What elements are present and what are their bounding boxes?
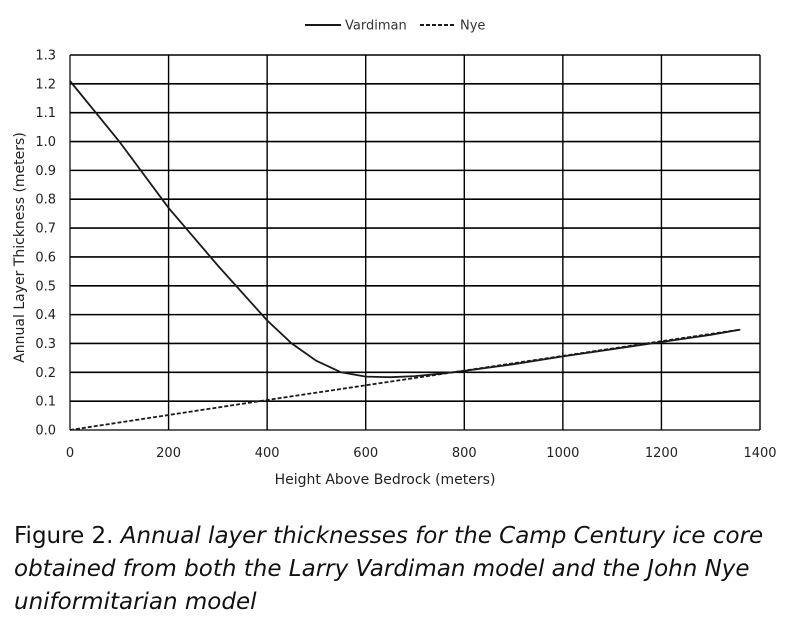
y-tick-label: 0.3 bbox=[35, 337, 56, 352]
chart-grid bbox=[69, 54, 761, 431]
y-tick-label: 1.1 bbox=[35, 106, 56, 121]
y-tick-label: 0.1 bbox=[35, 395, 56, 410]
x-tick-label: 1000 bbox=[546, 446, 579, 461]
y-tick-label: 0.8 bbox=[35, 193, 56, 208]
y-tick-label: 0.6 bbox=[35, 250, 56, 265]
chart-legend: Vardiman Nye bbox=[305, 19, 485, 34]
y-tick-label: 1.0 bbox=[35, 135, 56, 150]
x-axis-title: Height Above Bedrock (meters) bbox=[275, 472, 496, 488]
y-tick-label: 1.3 bbox=[35, 49, 56, 64]
line-chart: 0.0 0.1 0.2 0.3 0.4 0.5 0.6 0.7 0.8 0.9 1.0 1.1 1.2 1… bbox=[12, 19, 777, 489]
series-line-nye bbox=[69, 328, 741, 431]
y-tick-label: 0.2 bbox=[35, 366, 56, 381]
caption-lead: Figure 2. bbox=[14, 523, 114, 549]
figure-caption: Figure 2. Annual layer thicknesses for t… bbox=[14, 520, 784, 619]
series-line-vardiman bbox=[69, 80, 741, 379]
x-tick-label: 1400 bbox=[743, 446, 776, 461]
caption-body: Annual layer thicknesses for the Camp Ce… bbox=[14, 523, 764, 615]
y-tick-label: 0.7 bbox=[35, 222, 56, 237]
x-tick-label: 800 bbox=[452, 446, 477, 461]
y-tick-label: 0.9 bbox=[35, 164, 56, 179]
legend-label-vardiman: Vardiman bbox=[345, 19, 407, 34]
x-tick-label: 600 bbox=[353, 446, 378, 461]
y-tick-label: 0.5 bbox=[35, 279, 56, 294]
x-tick-label: 1200 bbox=[645, 446, 678, 461]
chart-series bbox=[69, 80, 741, 431]
x-tick-label: 200 bbox=[156, 446, 181, 461]
y-tick-label: 0.0 bbox=[35, 424, 56, 439]
legend-label-nye: Nye bbox=[460, 19, 485, 34]
y-tick-label: 0.4 bbox=[35, 308, 56, 323]
y-axis-title: Annual Layer Thickness (meters) bbox=[12, 132, 28, 363]
x-tick-label: 400 bbox=[255, 446, 280, 461]
y-tick-label: 1.2 bbox=[35, 77, 56, 92]
x-tick-label: 0 bbox=[66, 446, 74, 461]
chart-axes: 0.0 0.1 0.2 0.3 0.4 0.5 0.6 0.7 0.8 0.9 1.0 1.1 1.2 1… bbox=[35, 49, 776, 462]
